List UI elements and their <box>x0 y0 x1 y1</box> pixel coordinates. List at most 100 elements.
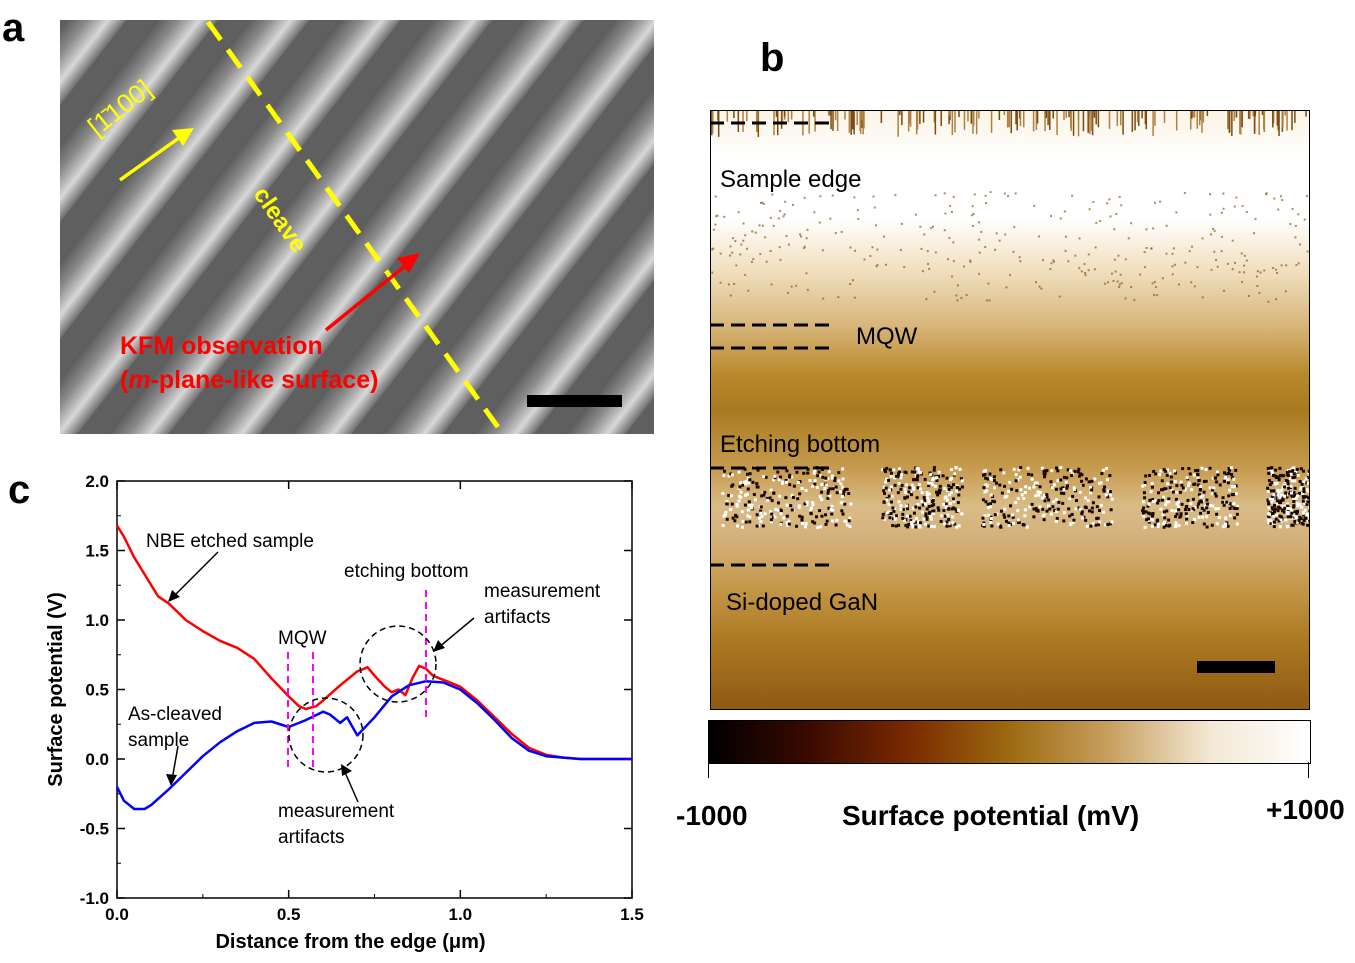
map-speck <box>1249 111 1251 120</box>
map-speck <box>729 254 732 257</box>
map-speck <box>1282 510 1286 514</box>
map-speck <box>1307 469 1309 473</box>
map-speck <box>986 502 990 506</box>
map-speck <box>1292 497 1296 501</box>
map-speck <box>1071 520 1075 524</box>
map-speck <box>928 471 932 475</box>
map-speck <box>1247 294 1250 297</box>
map-speck <box>1279 515 1283 519</box>
map-speck <box>1301 522 1305 526</box>
nbe-pointer <box>171 551 219 599</box>
map-speck <box>1034 506 1038 510</box>
map-speck <box>945 520 949 524</box>
map-speck <box>1267 521 1271 525</box>
map-speck <box>923 477 927 481</box>
map-speck <box>1048 507 1052 511</box>
map-speck <box>969 260 972 263</box>
map-speck <box>1224 475 1228 479</box>
map-speck <box>805 500 809 504</box>
map-speck <box>1165 224 1168 227</box>
map-speck <box>1298 502 1302 506</box>
map-speck <box>1175 502 1179 506</box>
x-axis-label: Distance from the edge (μm) <box>215 931 485 953</box>
map-speck <box>831 508 835 512</box>
map-speck <box>1267 500 1271 504</box>
sem-ridge <box>112 20 654 434</box>
map-speck <box>808 479 812 483</box>
map-speck <box>1173 480 1177 484</box>
map-speck <box>948 493 952 497</box>
map-speck <box>746 508 750 512</box>
map-speck <box>1232 477 1236 481</box>
map-speck <box>901 516 905 520</box>
map-speck <box>771 513 775 517</box>
map-speck <box>1042 469 1046 473</box>
y-tick-label: 2.0 <box>85 472 109 491</box>
map-speck <box>1147 517 1151 521</box>
map-speck <box>848 525 852 529</box>
map-speck <box>937 474 941 478</box>
map-speck <box>1284 491 1288 495</box>
map-speck <box>748 503 752 507</box>
map-speck <box>1230 473 1234 477</box>
map-speck <box>1299 467 1303 471</box>
map-speck <box>1285 484 1289 488</box>
annot-meas-top-2: artifacts <box>484 607 551 628</box>
map-speck <box>934 111 937 135</box>
map-speck <box>944 502 948 506</box>
map-speck <box>881 516 885 520</box>
map-speck <box>1170 509 1174 513</box>
map-speck <box>1202 111 1205 123</box>
map-speck <box>791 203 794 206</box>
map-speck <box>1216 473 1220 477</box>
map-speck <box>893 483 897 487</box>
map-speck <box>1214 507 1218 511</box>
map-speck <box>1271 507 1275 511</box>
map-speck <box>1149 516 1153 520</box>
map-speck <box>1114 270 1117 273</box>
map-speck <box>1012 467 1016 471</box>
map-speck <box>814 111 816 132</box>
panel-b-letter: b <box>760 36 785 80</box>
map-speck <box>1059 466 1063 470</box>
map-speck <box>1064 480 1068 484</box>
map-speck <box>1014 473 1018 477</box>
map-speck <box>744 273 747 276</box>
map-speck <box>843 519 847 523</box>
map-speck <box>727 493 731 497</box>
map-speck <box>1090 111 1093 131</box>
map-speck <box>797 504 801 508</box>
map-speck <box>1106 495 1110 499</box>
map-speck <box>990 524 994 528</box>
map-speck <box>893 517 897 521</box>
map-speck <box>1196 111 1199 129</box>
map-speck <box>1023 508 1027 512</box>
map-speck <box>1283 506 1287 510</box>
map-speck <box>1164 524 1168 528</box>
map-speck <box>1305 195 1308 198</box>
map-speck <box>1234 492 1238 496</box>
map-speck <box>1156 525 1160 529</box>
sem-image <box>60 20 654 434</box>
map-speck <box>1078 507 1082 511</box>
map-speck <box>811 501 815 505</box>
map-speck <box>954 466 958 470</box>
map-texture <box>711 111 1309 529</box>
map-speck <box>711 248 714 251</box>
map-speck <box>1278 111 1280 137</box>
map-speck <box>778 246 781 249</box>
map-speck <box>889 485 893 489</box>
map-speck <box>1295 509 1299 513</box>
map-speck <box>925 516 929 520</box>
map-speck <box>785 514 789 518</box>
map-speck <box>1055 516 1059 520</box>
map-speck <box>1239 111 1242 134</box>
map-speck <box>1295 501 1299 505</box>
map-speck <box>1069 469 1073 473</box>
map-speck <box>782 215 785 218</box>
map-speck <box>1277 491 1281 495</box>
map-speck <box>731 237 734 240</box>
map-speck <box>958 111 960 118</box>
map-speck <box>1160 498 1164 502</box>
map-speck <box>951 111 954 135</box>
